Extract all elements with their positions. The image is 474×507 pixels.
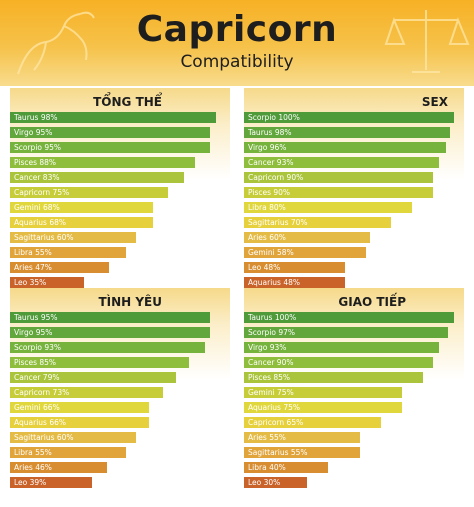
bar-capricorn: Capricorn 90% xyxy=(244,172,433,183)
page-subtitle: Compatibility xyxy=(180,52,294,72)
chart-rows-communication: Taurus 100% Scorpio 97% Virgo 93% Cancer 90… xyxy=(244,312,464,490)
bar-capricorn: Capricorn 73% xyxy=(10,387,163,398)
bar-cancer: Cancer 79% xyxy=(10,372,176,383)
bar-capricorn: Capricorn 65% xyxy=(244,417,381,428)
page-title: Capricorn xyxy=(136,9,338,50)
bar-scorpio: Scorpio 97% xyxy=(244,327,448,338)
bar-pisces: Pisces 85% xyxy=(244,372,423,383)
bar-libra: Libra 40% xyxy=(244,462,328,473)
bar-leo: Leo 35% xyxy=(10,277,84,288)
chart-panel-love: TÌNH YÊU Taurus 95% Virgo 95% Scorpio 93% P… xyxy=(10,288,230,491)
bar-virgo: Virgo 93% xyxy=(244,342,439,353)
bar-aquarius: Aquarius 75% xyxy=(244,402,402,413)
bar-gemini: Gemini 58% xyxy=(244,247,366,258)
bar-aquarius: Aquarius 68% xyxy=(10,217,153,228)
bar-gemini: Gemini 68% xyxy=(10,202,153,213)
bar-cancer: Cancer 83% xyxy=(10,172,184,183)
bar-pisces: Pisces 90% xyxy=(244,187,433,198)
bar-libra: Libra 80% xyxy=(244,202,412,213)
goat-silhouette-icon xyxy=(17,11,95,75)
bar-sagittarius: Sagittarius 60% xyxy=(10,432,136,443)
chart-panel-overall: TỔNG THỂ Taurus 98% Virgo 95% Scorpio 95% P… xyxy=(10,88,230,291)
bar-cancer: Cancer 93% xyxy=(244,157,439,168)
chart-rows-overall: Taurus 98% Virgo 95% Scorpio 95% Pisces 88%… xyxy=(10,112,230,290)
bar-leo: Leo 39% xyxy=(10,477,92,488)
bar-virgo: Virgo 95% xyxy=(10,127,210,138)
chart-title-sex: SEX xyxy=(421,95,448,109)
chart-rows-sex: Scorpio 100% Taurus 98% Virgo 96% Cancer 93… xyxy=(244,112,464,290)
bar-aries: Aries 46% xyxy=(10,462,107,473)
bar-taurus: Taurus 98% xyxy=(10,112,216,123)
bar-aries: Aries 55% xyxy=(244,432,360,443)
chart-title-communication: GIAO TIẾP xyxy=(338,295,406,309)
chart-panel-sex: SEX Scorpio 100% Taurus 98% Virgo 96% Cance… xyxy=(244,88,464,291)
bar-scorpio: Scorpio 100% xyxy=(244,112,454,123)
bar-taurus: Taurus 98% xyxy=(244,127,450,138)
bar-aries: Aries 60% xyxy=(244,232,370,243)
bar-sagittarius: Sagittarius 70% xyxy=(244,217,391,228)
bar-libra: Libra 55% xyxy=(10,247,126,258)
bar-capricorn: Capricorn 75% xyxy=(10,187,168,198)
bar-virgo: Virgo 95% xyxy=(10,327,210,338)
bar-scorpio: Scorpio 93% xyxy=(10,342,205,353)
bar-aries: Aries 47% xyxy=(10,262,109,273)
bar-taurus: Taurus 95% xyxy=(10,312,210,323)
bar-cancer: Cancer 90% xyxy=(244,357,433,368)
chart-title-love: TÌNH YÊU xyxy=(98,295,162,309)
chart-rows-love: Taurus 95% Virgo 95% Scorpio 93% Pisces 85%… xyxy=(10,312,230,490)
chart-panel-communication: GIAO TIẾP Taurus 100% Scorpio 97% Virgo 93… xyxy=(244,288,464,491)
header-banner: Capricorn Compatibility xyxy=(0,0,474,86)
bar-aquarius: Aquarius 66% xyxy=(10,417,149,428)
bar-virgo: Virgo 96% xyxy=(244,142,446,153)
libra-scales-icon xyxy=(384,10,470,73)
chart-title-overall: TỔNG THỂ xyxy=(93,95,162,109)
bar-libra: Libra 55% xyxy=(10,447,126,458)
bar-aquarius: Aquarius 48% xyxy=(244,277,345,288)
bar-sagittarius: Sagittarius 55% xyxy=(244,447,360,458)
bar-taurus: Taurus 100% xyxy=(244,312,454,323)
bar-leo: Leo 48% xyxy=(244,262,345,273)
bar-scorpio: Scorpio 95% xyxy=(10,142,210,153)
bar-pisces: Pisces 88% xyxy=(10,157,195,168)
bar-leo: Leo 30% xyxy=(244,477,307,488)
bar-gemini: Gemini 66% xyxy=(10,402,149,413)
bar-sagittarius: Sagittarius 60% xyxy=(10,232,136,243)
bar-pisces: Pisces 85% xyxy=(10,357,189,368)
bar-gemini: Gemini 75% xyxy=(244,387,402,398)
